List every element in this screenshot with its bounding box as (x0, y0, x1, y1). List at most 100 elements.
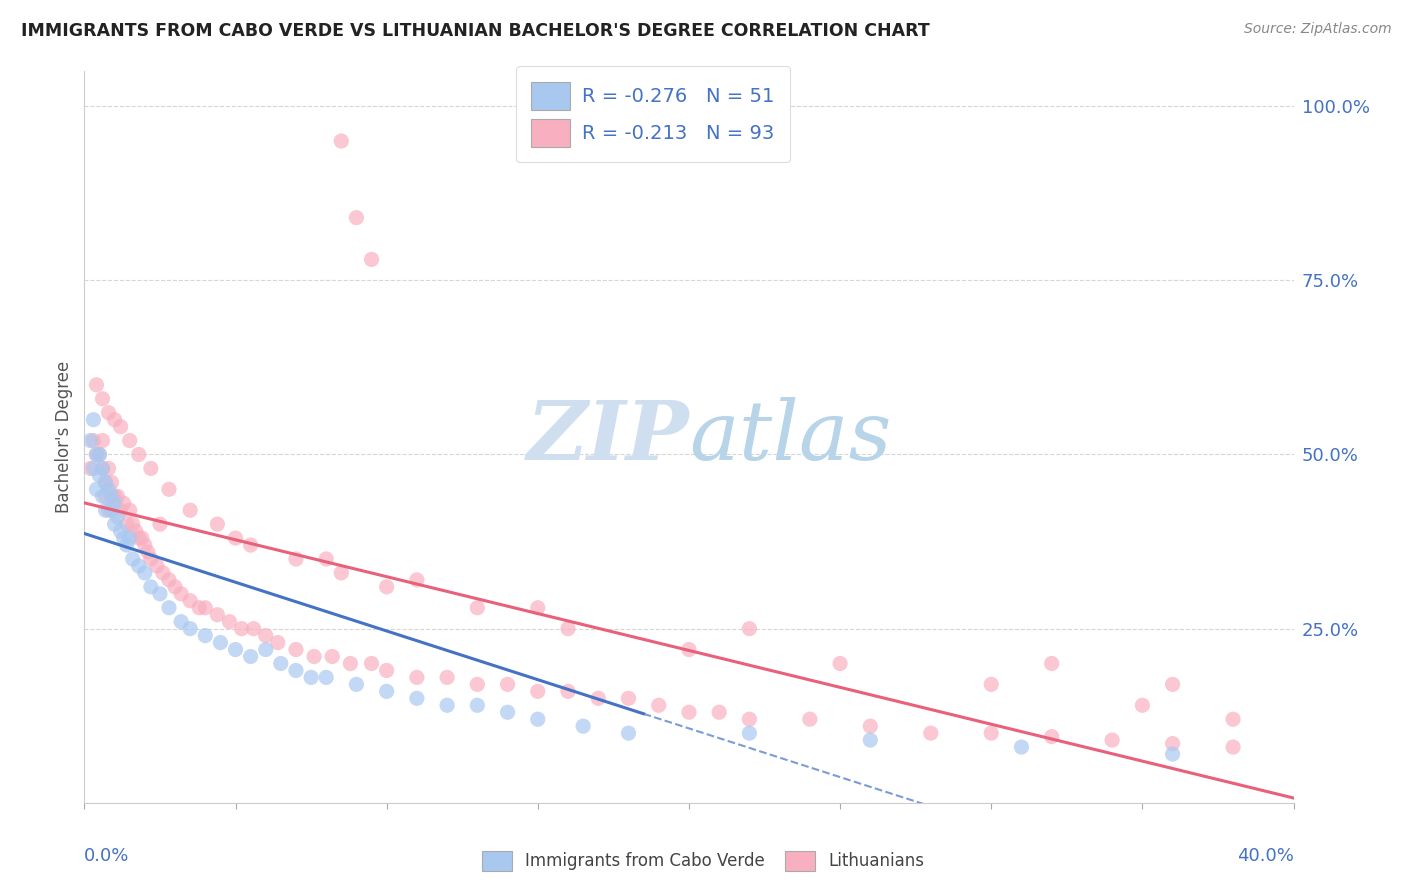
Point (91, 489, 114, 503)
Point (82, 412, 104, 426)
Point (100, 503, 122, 517)
Point (360, 657, 382, 671)
Point (110, 524, 132, 538)
Text: ZIP: ZIP (526, 397, 689, 477)
Point (97, 461, 120, 475)
Point (527, 600, 550, 615)
Point (315, 670, 337, 684)
Point (94, 489, 117, 503)
Point (110, 419, 132, 434)
Point (254, 642, 277, 657)
Text: Source: ZipAtlas.com: Source: ZipAtlas.com (1244, 22, 1392, 37)
Point (134, 538, 156, 552)
Text: 40.0%: 40.0% (1237, 847, 1294, 864)
Point (149, 587, 172, 601)
Point (375, 580, 398, 594)
Point (79, 434, 101, 448)
Point (104, 412, 127, 426)
Point (79, 461, 101, 475)
Point (134, 566, 156, 580)
Point (557, 622, 579, 636)
Point (89, 468, 111, 483)
Point (285, 552, 308, 566)
Point (406, 691, 429, 706)
Point (557, 684, 579, 698)
Text: IMMIGRANTS FROM CABO VERDE VS LITHUANIAN BACHELOR'S DEGREE CORRELATION CHART: IMMIGRANTS FROM CABO VERDE VS LITHUANIAN… (21, 22, 929, 40)
Point (179, 503, 201, 517)
Point (115, 517, 138, 532)
Point (170, 615, 193, 629)
Point (648, 698, 671, 713)
Point (346, 211, 368, 225)
Point (104, 489, 127, 503)
Point (107, 489, 129, 503)
Point (157, 483, 180, 497)
Point (100, 475, 122, 490)
Point (218, 615, 240, 629)
Y-axis label: Bachelor's Degree: Bachelor's Degree (55, 361, 73, 513)
Point (118, 531, 141, 545)
Point (91, 434, 114, 448)
Point (91, 392, 114, 406)
Point (97, 483, 120, 497)
Point (267, 635, 290, 649)
Point (302, 649, 325, 664)
Point (86, 483, 108, 497)
Point (179, 594, 201, 608)
Point (94, 475, 117, 490)
Point (339, 657, 361, 671)
Point (980, 677, 1002, 691)
Point (125, 524, 148, 538)
Point (131, 531, 153, 545)
Point (94, 475, 117, 490)
Point (128, 448, 150, 462)
Text: atlas: atlas (689, 397, 891, 477)
Point (194, 600, 217, 615)
Point (799, 712, 821, 726)
Legend: R = -0.276   N = 51, R = -0.213   N = 93: R = -0.276 N = 51, R = -0.213 N = 93 (516, 66, 790, 162)
Point (104, 496, 127, 510)
Point (299, 670, 322, 684)
Point (107, 510, 129, 524)
Point (139, 461, 162, 475)
Point (346, 677, 368, 691)
Point (285, 642, 308, 657)
Point (980, 726, 1002, 740)
Point (239, 649, 262, 664)
Point (572, 719, 595, 733)
Point (112, 531, 135, 545)
Point (321, 649, 343, 664)
Point (139, 552, 162, 566)
Point (496, 705, 519, 719)
Point (170, 587, 193, 601)
Point (89, 448, 111, 462)
Point (104, 517, 127, 532)
Point (139, 580, 162, 594)
Point (112, 496, 135, 510)
Text: 0.0%: 0.0% (84, 847, 129, 864)
Point (207, 607, 229, 622)
Point (94, 503, 117, 517)
Point (225, 531, 247, 545)
Point (115, 538, 138, 552)
Point (121, 517, 143, 532)
Point (375, 684, 398, 698)
Point (121, 552, 143, 566)
Point (91, 461, 114, 475)
Point (100, 489, 122, 503)
Point (152, 566, 174, 580)
Point (1222, 712, 1244, 726)
Point (738, 726, 761, 740)
Point (527, 684, 550, 698)
Point (1161, 747, 1184, 761)
Point (467, 698, 489, 713)
Point (128, 558, 150, 573)
Point (128, 531, 150, 545)
Point (467, 677, 489, 691)
Legend: Immigrants from Cabo Verde, Lithuanians: Immigrants from Cabo Verde, Lithuanians (474, 842, 932, 880)
Point (157, 573, 180, 587)
Point (1161, 677, 1184, 691)
Point (1130, 698, 1153, 713)
Point (285, 664, 308, 678)
Point (231, 622, 253, 636)
